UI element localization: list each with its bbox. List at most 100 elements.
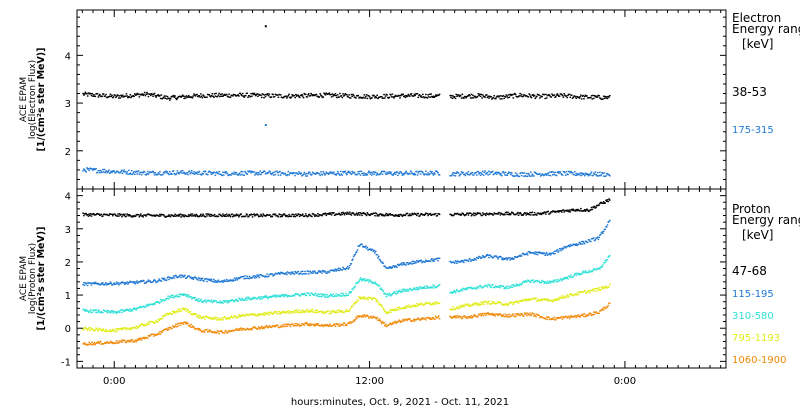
data-point xyxy=(198,317,201,319)
data-point xyxy=(295,325,297,327)
data-point xyxy=(391,93,394,95)
data-point xyxy=(82,212,84,214)
data-point xyxy=(326,323,328,326)
data-point xyxy=(595,206,597,208)
data-point xyxy=(487,174,489,176)
data-point xyxy=(317,293,319,295)
data-point xyxy=(458,290,461,293)
data-point xyxy=(129,94,132,96)
data-point xyxy=(225,280,227,282)
data-point xyxy=(193,215,195,217)
data-point xyxy=(332,324,334,327)
data-point xyxy=(280,312,283,315)
data-point xyxy=(341,213,344,216)
data-point xyxy=(225,300,227,303)
data-point xyxy=(316,324,318,326)
data-point xyxy=(322,96,325,98)
data-point xyxy=(365,278,368,281)
data-point xyxy=(111,213,113,215)
data-point xyxy=(396,95,399,97)
data-point xyxy=(421,286,423,289)
data-point xyxy=(558,250,560,252)
data-point xyxy=(100,328,103,331)
data-point xyxy=(482,286,485,288)
data-point xyxy=(223,93,226,96)
data-point xyxy=(532,279,534,281)
data-point xyxy=(523,213,525,215)
data-point xyxy=(481,313,483,316)
data-point xyxy=(285,294,288,297)
data-point xyxy=(599,202,601,205)
data-point xyxy=(406,289,409,292)
data-point xyxy=(570,274,572,276)
data-point xyxy=(203,280,205,282)
data-point xyxy=(196,315,198,318)
data-point xyxy=(452,306,455,308)
data-point xyxy=(429,170,432,173)
data-point xyxy=(237,94,239,96)
data-point xyxy=(526,172,528,175)
data-point xyxy=(502,95,505,97)
data-point xyxy=(242,275,245,278)
data-point xyxy=(310,324,312,326)
data-point xyxy=(543,252,546,254)
data-point xyxy=(393,215,396,217)
data-point xyxy=(141,280,144,282)
data-point xyxy=(154,215,157,217)
legend-entry: 795-1193 xyxy=(732,333,780,344)
data-point xyxy=(601,231,603,233)
data-point xyxy=(479,284,482,287)
data-point xyxy=(206,316,209,318)
data-point xyxy=(608,283,611,286)
data-point xyxy=(215,92,217,95)
data-point xyxy=(218,332,220,335)
data-point xyxy=(350,263,353,265)
data-point xyxy=(540,281,543,284)
data-point xyxy=(387,97,390,99)
data-point xyxy=(365,297,368,300)
data-point xyxy=(330,293,332,296)
data-point xyxy=(485,94,488,96)
data-point xyxy=(149,94,152,97)
data-point xyxy=(554,252,556,255)
data-point xyxy=(592,269,594,272)
data-point xyxy=(118,284,120,286)
data-point xyxy=(175,98,178,101)
data-point xyxy=(342,294,345,296)
data-point xyxy=(385,295,388,298)
data-point xyxy=(160,300,163,303)
data-point xyxy=(176,170,179,172)
data-point xyxy=(194,171,197,174)
data-point xyxy=(154,321,157,324)
data-point xyxy=(178,295,181,298)
data-point xyxy=(460,261,462,263)
data-point xyxy=(232,95,234,97)
data-point xyxy=(99,311,102,314)
data-point xyxy=(217,330,220,333)
data-point xyxy=(421,261,423,264)
legend-entry: 47-68 xyxy=(732,264,767,278)
data-point xyxy=(141,214,144,217)
y-tick-label: 3 xyxy=(65,99,71,110)
data-point xyxy=(168,328,170,331)
data-point xyxy=(270,296,273,298)
data-point xyxy=(304,292,306,295)
data-point xyxy=(380,322,383,325)
data-point xyxy=(410,306,413,308)
data-point xyxy=(207,171,210,173)
data-point xyxy=(273,274,276,276)
data-point xyxy=(190,215,193,217)
data-point xyxy=(349,97,352,99)
data-point xyxy=(315,214,318,216)
data-point xyxy=(277,174,280,176)
data-point xyxy=(109,328,112,331)
data-point xyxy=(349,264,351,267)
data-point xyxy=(216,281,219,284)
data-point xyxy=(503,97,505,100)
data-point xyxy=(589,174,591,176)
data-point xyxy=(99,171,101,174)
data-point xyxy=(426,97,429,99)
data-point xyxy=(458,305,461,307)
data-point xyxy=(99,341,101,343)
data-point xyxy=(399,321,402,324)
